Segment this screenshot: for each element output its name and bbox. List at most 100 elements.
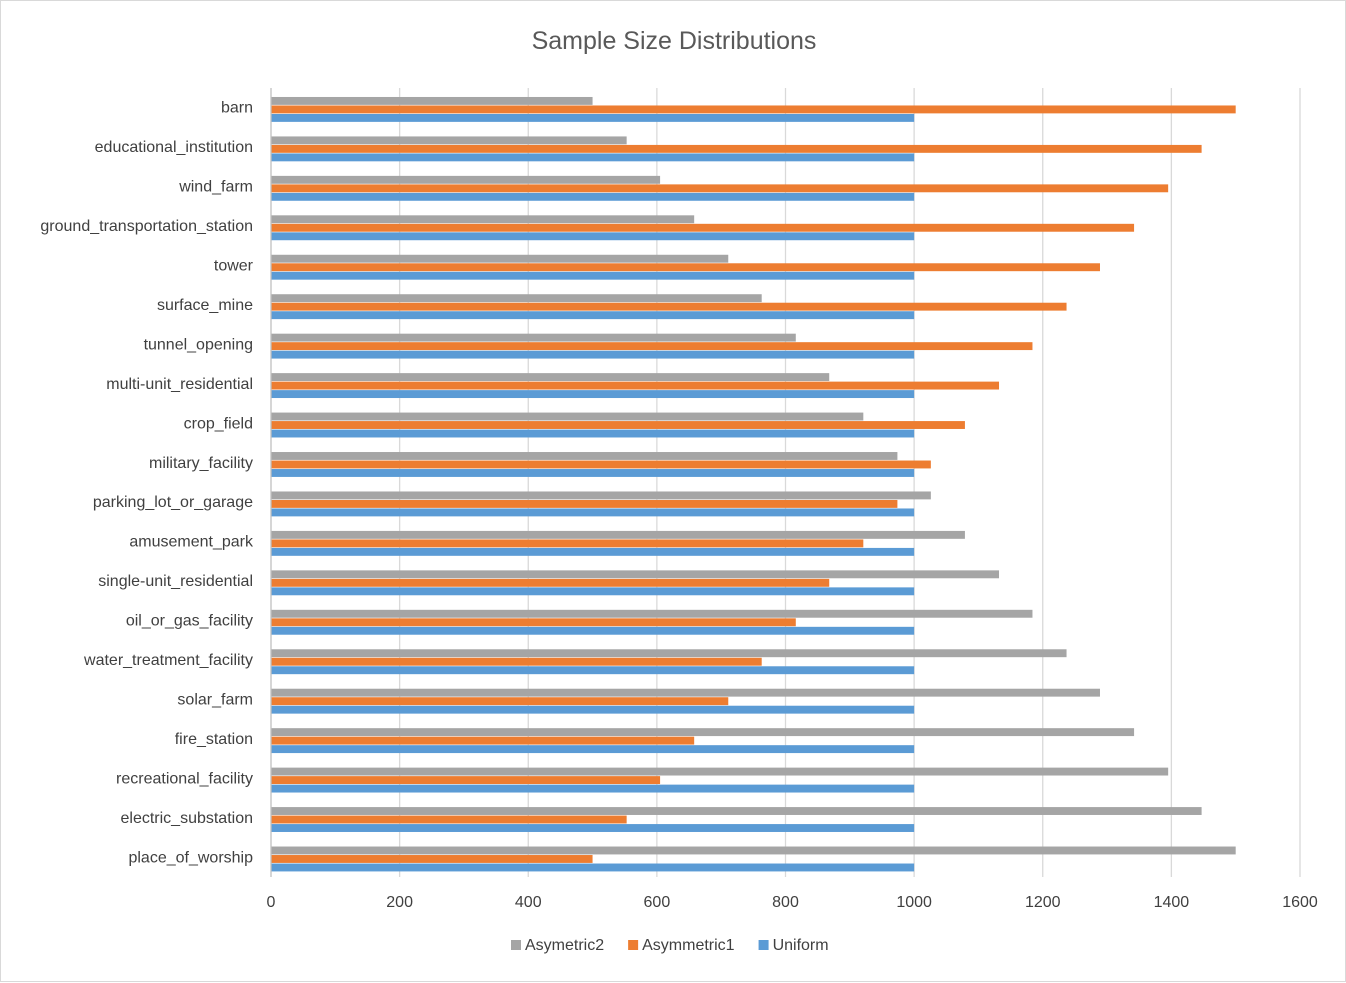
bar-asymetric2-ground_transportation_station bbox=[271, 215, 695, 224]
bar-uniform-place_of_worship bbox=[271, 863, 915, 872]
bar-asymetric2-military_facility bbox=[271, 452, 898, 460]
category-label: tower bbox=[214, 258, 254, 275]
legend: Asymetric2 Asymmetric1 Uniform bbox=[511, 937, 829, 954]
x-tick-label: 1200 bbox=[1025, 894, 1061, 911]
bar-uniform-solar_farm bbox=[271, 705, 915, 714]
bar-asymetric2-electric_substation bbox=[271, 807, 1202, 815]
bar-uniform-electric_substation bbox=[271, 824, 915, 832]
x-tick-label: 1400 bbox=[1154, 894, 1190, 911]
bar-asymmetric1-place_of_worship bbox=[271, 855, 593, 863]
bar-asymetric2-tunnel_opening bbox=[271, 333, 796, 342]
bar-uniform-wind_farm bbox=[271, 192, 915, 201]
category-label: barn bbox=[221, 100, 253, 117]
bar-uniform-barn bbox=[271, 113, 915, 122]
category-label: recreational_facility bbox=[116, 770, 253, 787]
legend-swatch bbox=[758, 940, 769, 950]
category-labels: barn educational_institution wind_farmgrou… bbox=[40, 100, 254, 867]
bar-uniform-ground_transportation_station bbox=[271, 232, 915, 241]
bar-uniform-tunnel_opening bbox=[271, 350, 915, 359]
bar-asymetric2-place_of_worship bbox=[271, 846, 1236, 855]
category-label: water_treatment_facility bbox=[83, 652, 253, 669]
bar-asymmetric1-parking_lot_or_garage bbox=[271, 499, 898, 508]
bar-uniform-recreational_facility bbox=[271, 784, 915, 793]
bar-asymetric2-multi-unit_residential bbox=[271, 373, 830, 382]
bar-asymmetric1-wind_farm bbox=[271, 184, 1169, 193]
bar-asymetric2-barn bbox=[271, 96, 593, 105]
bar-asymetric2-surface_mine bbox=[271, 294, 762, 303]
bar-uniform-fire_station bbox=[271, 745, 915, 754]
bar-uniform-parking_lot_or_garage bbox=[271, 508, 915, 517]
bar-uniform-multi-unit_residential bbox=[271, 390, 915, 399]
bar-asymmetric1-water_treatment_facility bbox=[271, 657, 762, 666]
bar-asymmetric1-tower bbox=[271, 263, 1100, 272]
bar-asymmetric1-electric_substation bbox=[271, 815, 627, 824]
x-tick-label: 1000 bbox=[896, 894, 932, 911]
bar-asymetric2-water_treatment_facility bbox=[271, 649, 1067, 658]
bar-asymmetric1-crop_field bbox=[271, 421, 965, 429]
bar-uniform-military_facility bbox=[271, 469, 915, 477]
bar-asymmetric1-educational_institution bbox=[271, 144, 1202, 153]
category-label: crop_field bbox=[184, 415, 253, 432]
category-label: single-unit_residential bbox=[98, 573, 253, 590]
category-label: electric_substation bbox=[120, 810, 253, 827]
bar-asymetric2-crop_field bbox=[271, 412, 864, 421]
bar-asymmetric1-fire_station bbox=[271, 736, 695, 745]
bar-uniform-single-unit_residential bbox=[271, 587, 915, 596]
bar-uniform-amusement_park bbox=[271, 547, 915, 556]
x-tick-label: 400 bbox=[515, 894, 542, 911]
bar-asymmetric1-surface_mine bbox=[271, 302, 1067, 311]
category-label: parking_lot_or_garage bbox=[93, 494, 253, 511]
legend-label: Asymmetric1 bbox=[642, 937, 735, 954]
bar-asymmetric1-barn bbox=[271, 105, 1236, 114]
bar-asymetric2-solar_farm bbox=[271, 688, 1100, 697]
legend-label: Uniform bbox=[773, 937, 829, 954]
legend-swatch bbox=[628, 940, 639, 950]
category-label: educational_institution bbox=[95, 139, 253, 156]
bar-uniform-surface_mine bbox=[271, 311, 915, 320]
category-label: fire_station bbox=[175, 731, 253, 748]
x-tick-label: 600 bbox=[644, 894, 671, 911]
x-tick-label: 0 bbox=[267, 894, 276, 911]
x-tick-label: 1600 bbox=[1282, 894, 1318, 911]
legend-label: Asymetric2 bbox=[525, 937, 604, 954]
bars bbox=[271, 96, 1236, 872]
bar-asymetric2-amusement_park bbox=[271, 530, 965, 539]
bar-asymetric2-oil_or_gas_facility bbox=[271, 609, 1033, 618]
bar-asymetric2-parking_lot_or_garage bbox=[271, 491, 931, 500]
bar-asymetric2-fire_station bbox=[271, 728, 1135, 737]
bar-uniform-tower bbox=[271, 271, 915, 280]
category-label: wind_farm bbox=[178, 179, 253, 196]
bar-asymmetric1-solar_farm bbox=[271, 697, 729, 706]
bar-asymetric2-recreational_facility bbox=[271, 767, 1169, 776]
legend-swatch bbox=[511, 940, 521, 950]
bar-asymmetric1-recreational_facility bbox=[271, 776, 661, 785]
category-label: solar_farm bbox=[177, 691, 253, 708]
bar-asymmetric1-amusement_park bbox=[271, 539, 864, 548]
category-label: amusement_park bbox=[129, 534, 254, 551]
category-label: military_facility bbox=[149, 455, 253, 472]
category-label: multi-unit_residential bbox=[106, 376, 253, 393]
bar-uniform-educational_institution bbox=[271, 153, 915, 162]
gridlines bbox=[398, 88, 1301, 877]
chart-title: Sample Size Distributions bbox=[532, 27, 817, 55]
bar-asymetric2-single-unit_residential bbox=[271, 570, 1000, 579]
category-label: surface_mine bbox=[157, 297, 253, 314]
bar-asymmetric1-ground_transportation_station bbox=[271, 223, 1135, 232]
category-label: place_of_worship bbox=[128, 849, 253, 866]
bar-asymmetric1-oil_or_gas_facility bbox=[271, 618, 796, 627]
bar-asymetric2-educational_institution bbox=[271, 136, 627, 145]
x-tick-label: 800 bbox=[772, 894, 799, 911]
bar-asymmetric1-tunnel_opening bbox=[271, 342, 1033, 351]
bar-asymetric2-wind_farm bbox=[271, 175, 661, 184]
bar-uniform-crop_field bbox=[271, 429, 915, 438]
bar-asymmetric1-multi-unit_residential bbox=[271, 381, 1000, 390]
category-label: tunnel_opening bbox=[144, 336, 253, 353]
category-label: oil_or_gas_facility bbox=[126, 613, 253, 630]
bar-uniform-water_treatment_facility bbox=[271, 666, 915, 675]
bar-asymmetric1-military_facility bbox=[271, 460, 931, 469]
x-tick-label: 200 bbox=[386, 894, 413, 911]
category-label: ground_transportation_station bbox=[40, 218, 253, 235]
bar-asymetric2-tower bbox=[271, 254, 729, 263]
